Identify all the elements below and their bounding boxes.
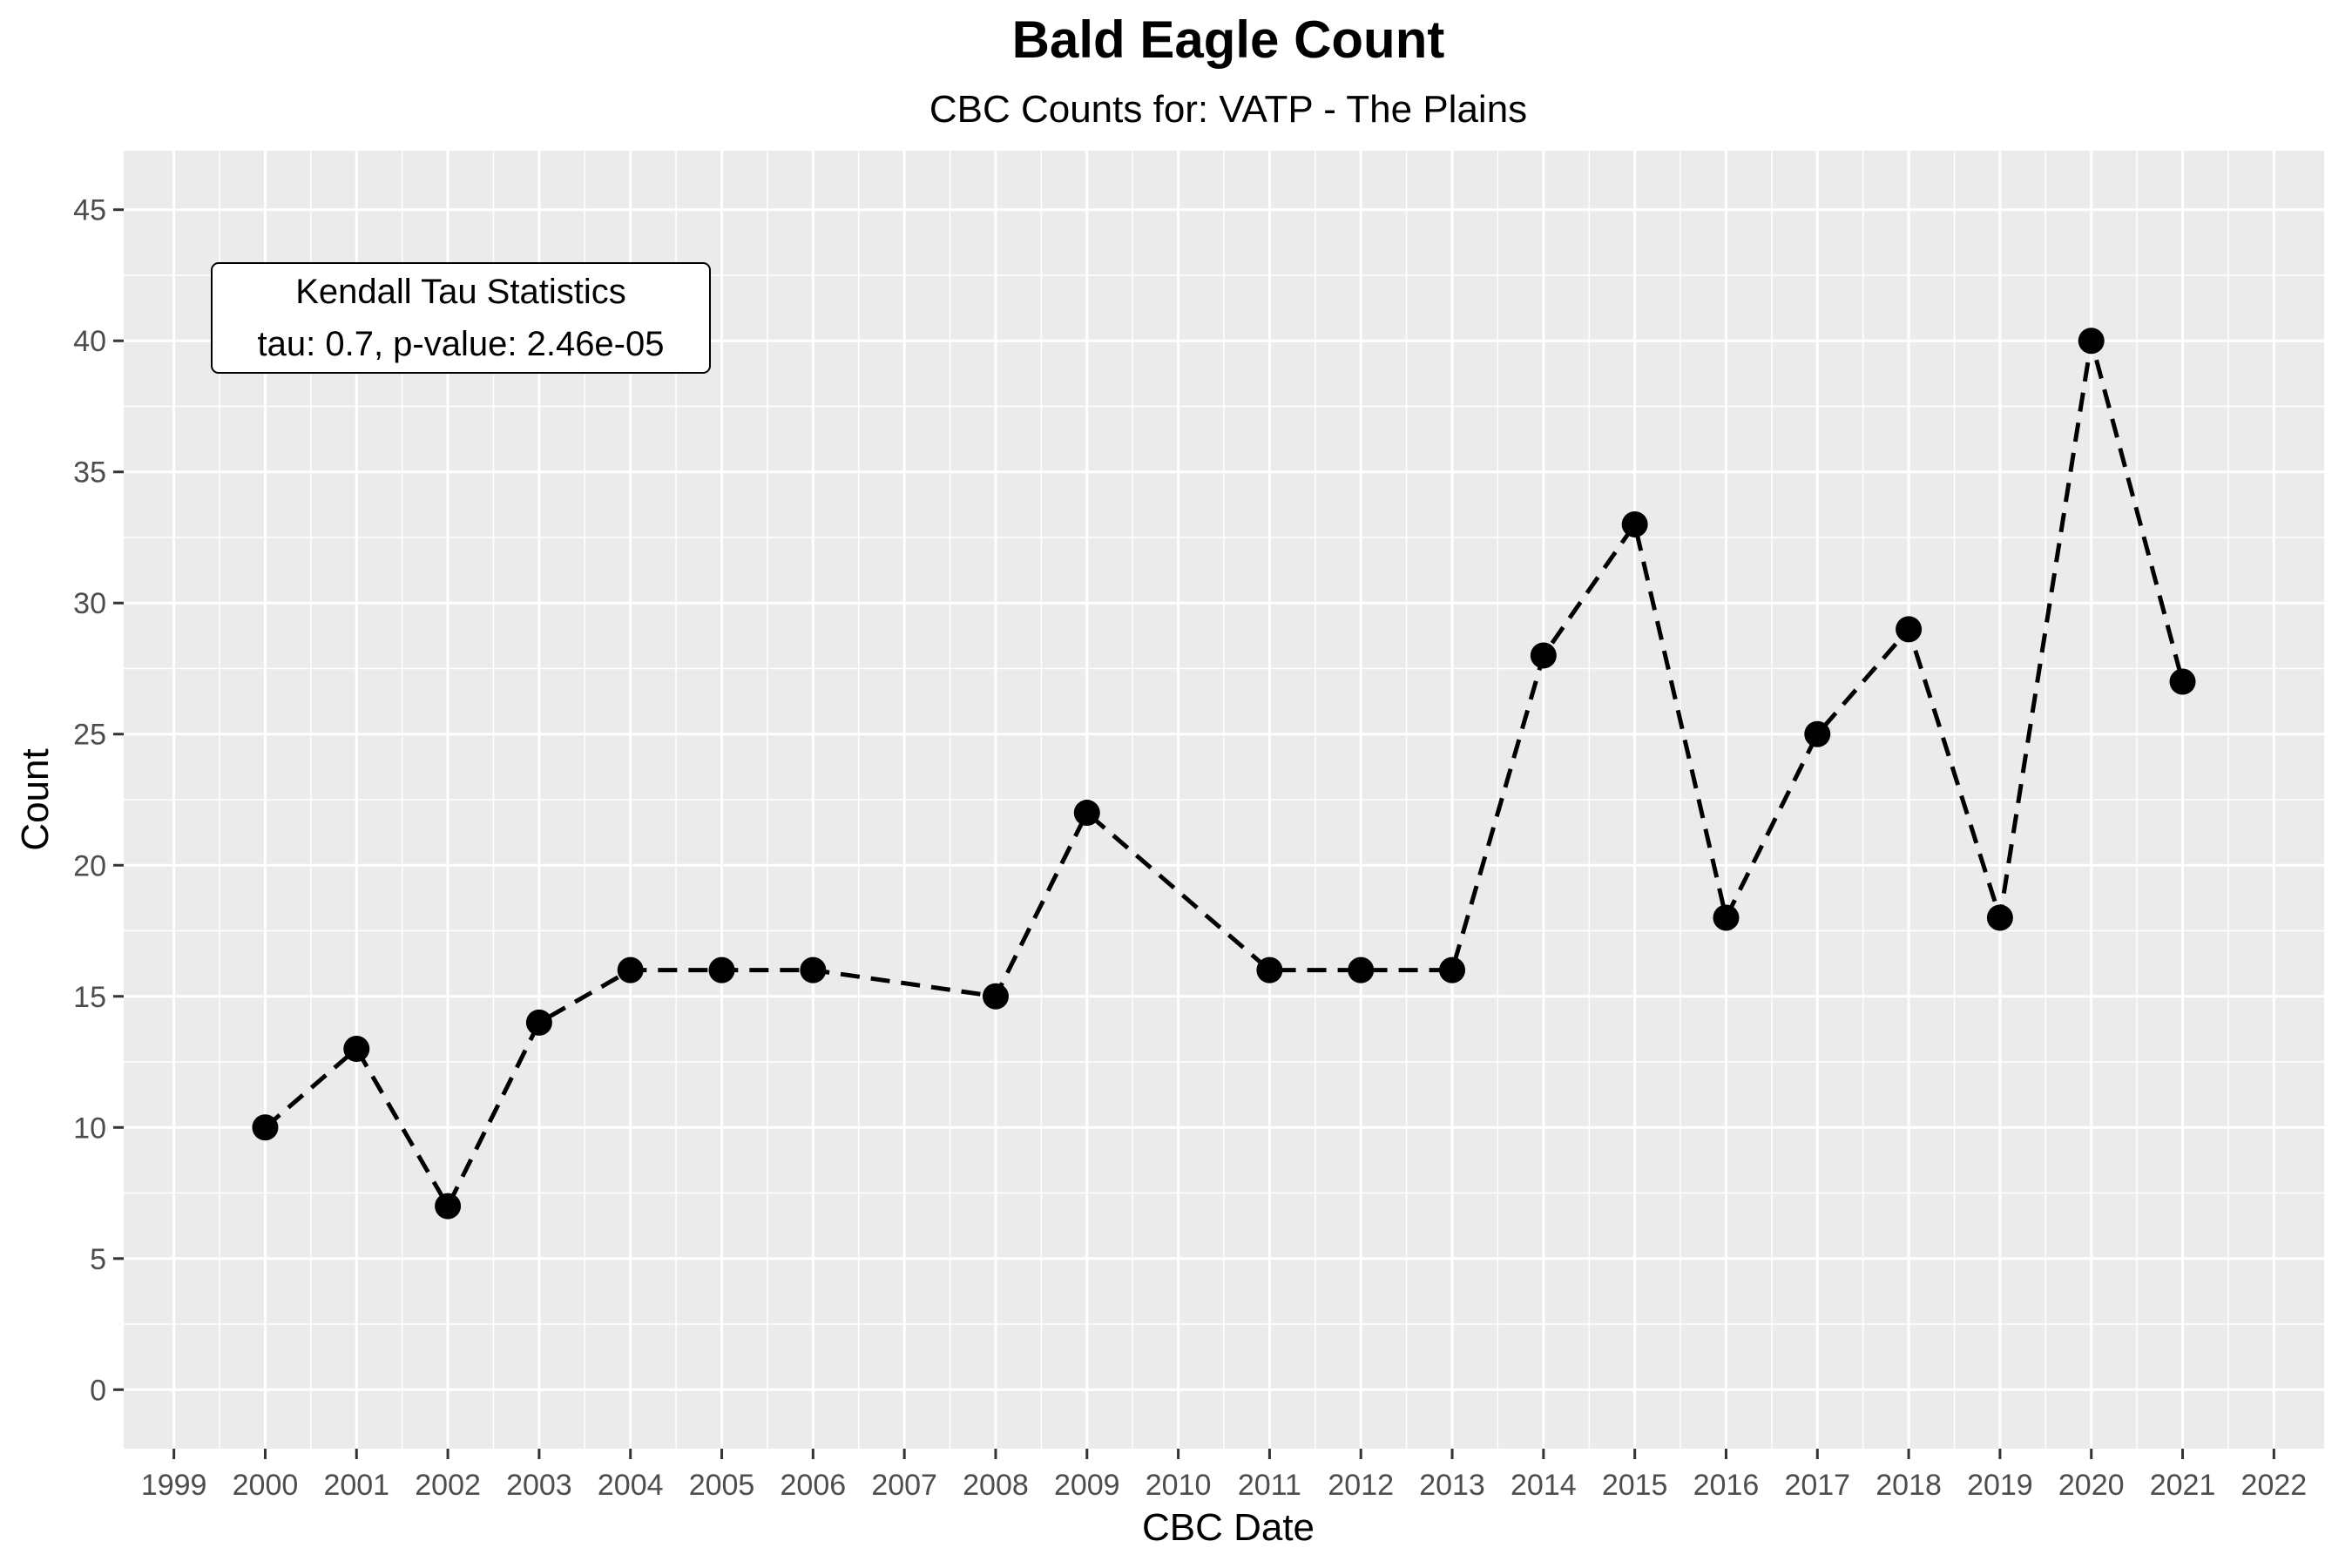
stats-annotation-box (211, 262, 711, 374)
x-tick-label: 2019 (1967, 1469, 2033, 1502)
data-point (435, 1193, 462, 1220)
stats-annotation: Kendall Tau Statistics tau: 0.7, p-value… (211, 262, 711, 374)
data-point (617, 956, 644, 983)
data-point (1073, 800, 1100, 827)
x-tick-label: 2010 (1146, 1469, 1212, 1502)
chart-subtitle: CBC Counts for: VATP - The Plains (929, 88, 1527, 131)
x-tick-label: 2020 (2058, 1469, 2125, 1502)
data-point (252, 1114, 279, 1141)
x-tick-label: 2001 (323, 1469, 389, 1502)
data-point (1896, 616, 1923, 643)
x-tick-label: 2017 (1784, 1469, 1850, 1502)
stats-annotation-text: tau: 0.7, p-value: 2.46e-05 (258, 325, 665, 363)
y-tick-label: 5 (90, 1243, 106, 1276)
y-tick-label: 45 (73, 194, 106, 227)
series-line (263, 340, 2185, 1211)
data-point (1986, 904, 2013, 931)
data-point (343, 1035, 370, 1062)
data-point (1348, 956, 1375, 983)
data-point (1439, 956, 1466, 983)
data-point (1621, 510, 1648, 537)
data-point (2078, 328, 2105, 355)
y-tick-label: 30 (73, 587, 106, 620)
stats-annotation-title: Kendall Tau Statistics (295, 273, 625, 311)
x-tick-label: 2015 (1602, 1469, 1668, 1502)
x-tick-label: 2007 (871, 1469, 937, 1502)
x-tick-label: 2006 (781, 1469, 847, 1502)
data-point (1256, 956, 1283, 983)
data-point (2169, 668, 2196, 695)
x-tick-label: 2022 (2241, 1469, 2308, 1502)
y-axis-title: Count (14, 748, 57, 850)
x-tick-label: 2002 (415, 1469, 481, 1502)
y-axis-tick-labels: 0 5 10 15 20 25 30 35 40 45 (73, 194, 106, 1408)
data-point (708, 956, 735, 983)
data-points (252, 328, 2196, 1220)
x-axis-title: CBC Date (1142, 1506, 1315, 1549)
x-tick-label: 2008 (963, 1469, 1029, 1502)
x-tick-label: 2016 (1693, 1469, 1760, 1502)
x-tick-label: 2003 (506, 1469, 572, 1502)
x-tick-label: 2000 (233, 1469, 299, 1502)
x-tick-label: 1999 (141, 1469, 207, 1502)
y-tick-label: 0 (90, 1374, 106, 1407)
data-point (525, 1009, 552, 1036)
major-gridlines (124, 151, 2324, 1449)
chart-title: Bald Eagle Count (1012, 10, 1445, 69)
data-point (1804, 720, 1831, 747)
data-point (1530, 642, 1557, 669)
y-tick-label: 25 (73, 719, 106, 752)
x-axis-tick-labels: 1999 2000 2001 2002 2003 2004 2005 2006 2007 2008… (141, 1469, 2307, 1502)
x-tick-label: 2005 (689, 1469, 755, 1502)
x-tick-label: 2014 (1511, 1469, 1577, 1502)
x-tick-label: 2012 (1328, 1469, 1394, 1502)
x-tick-label: 2021 (2150, 1469, 2216, 1502)
data-point (1713, 904, 1740, 931)
x-tick-label: 2009 (1054, 1469, 1120, 1502)
y-tick-label: 40 (73, 325, 106, 358)
y-tick-label: 20 (73, 849, 106, 882)
x-tick-label: 2004 (598, 1469, 664, 1502)
data-point (800, 956, 827, 983)
y-tick-label: 15 (73, 981, 106, 1014)
x-tick-label: 2013 (1419, 1469, 1485, 1502)
y-tick-label: 10 (73, 1112, 106, 1145)
x-tick-label: 2011 (1238, 1469, 1301, 1502)
axis-ticks (113, 208, 2275, 1459)
data-point (982, 983, 1009, 1010)
x-tick-label: 2018 (1876, 1469, 1942, 1502)
y-tick-label: 35 (73, 456, 106, 490)
